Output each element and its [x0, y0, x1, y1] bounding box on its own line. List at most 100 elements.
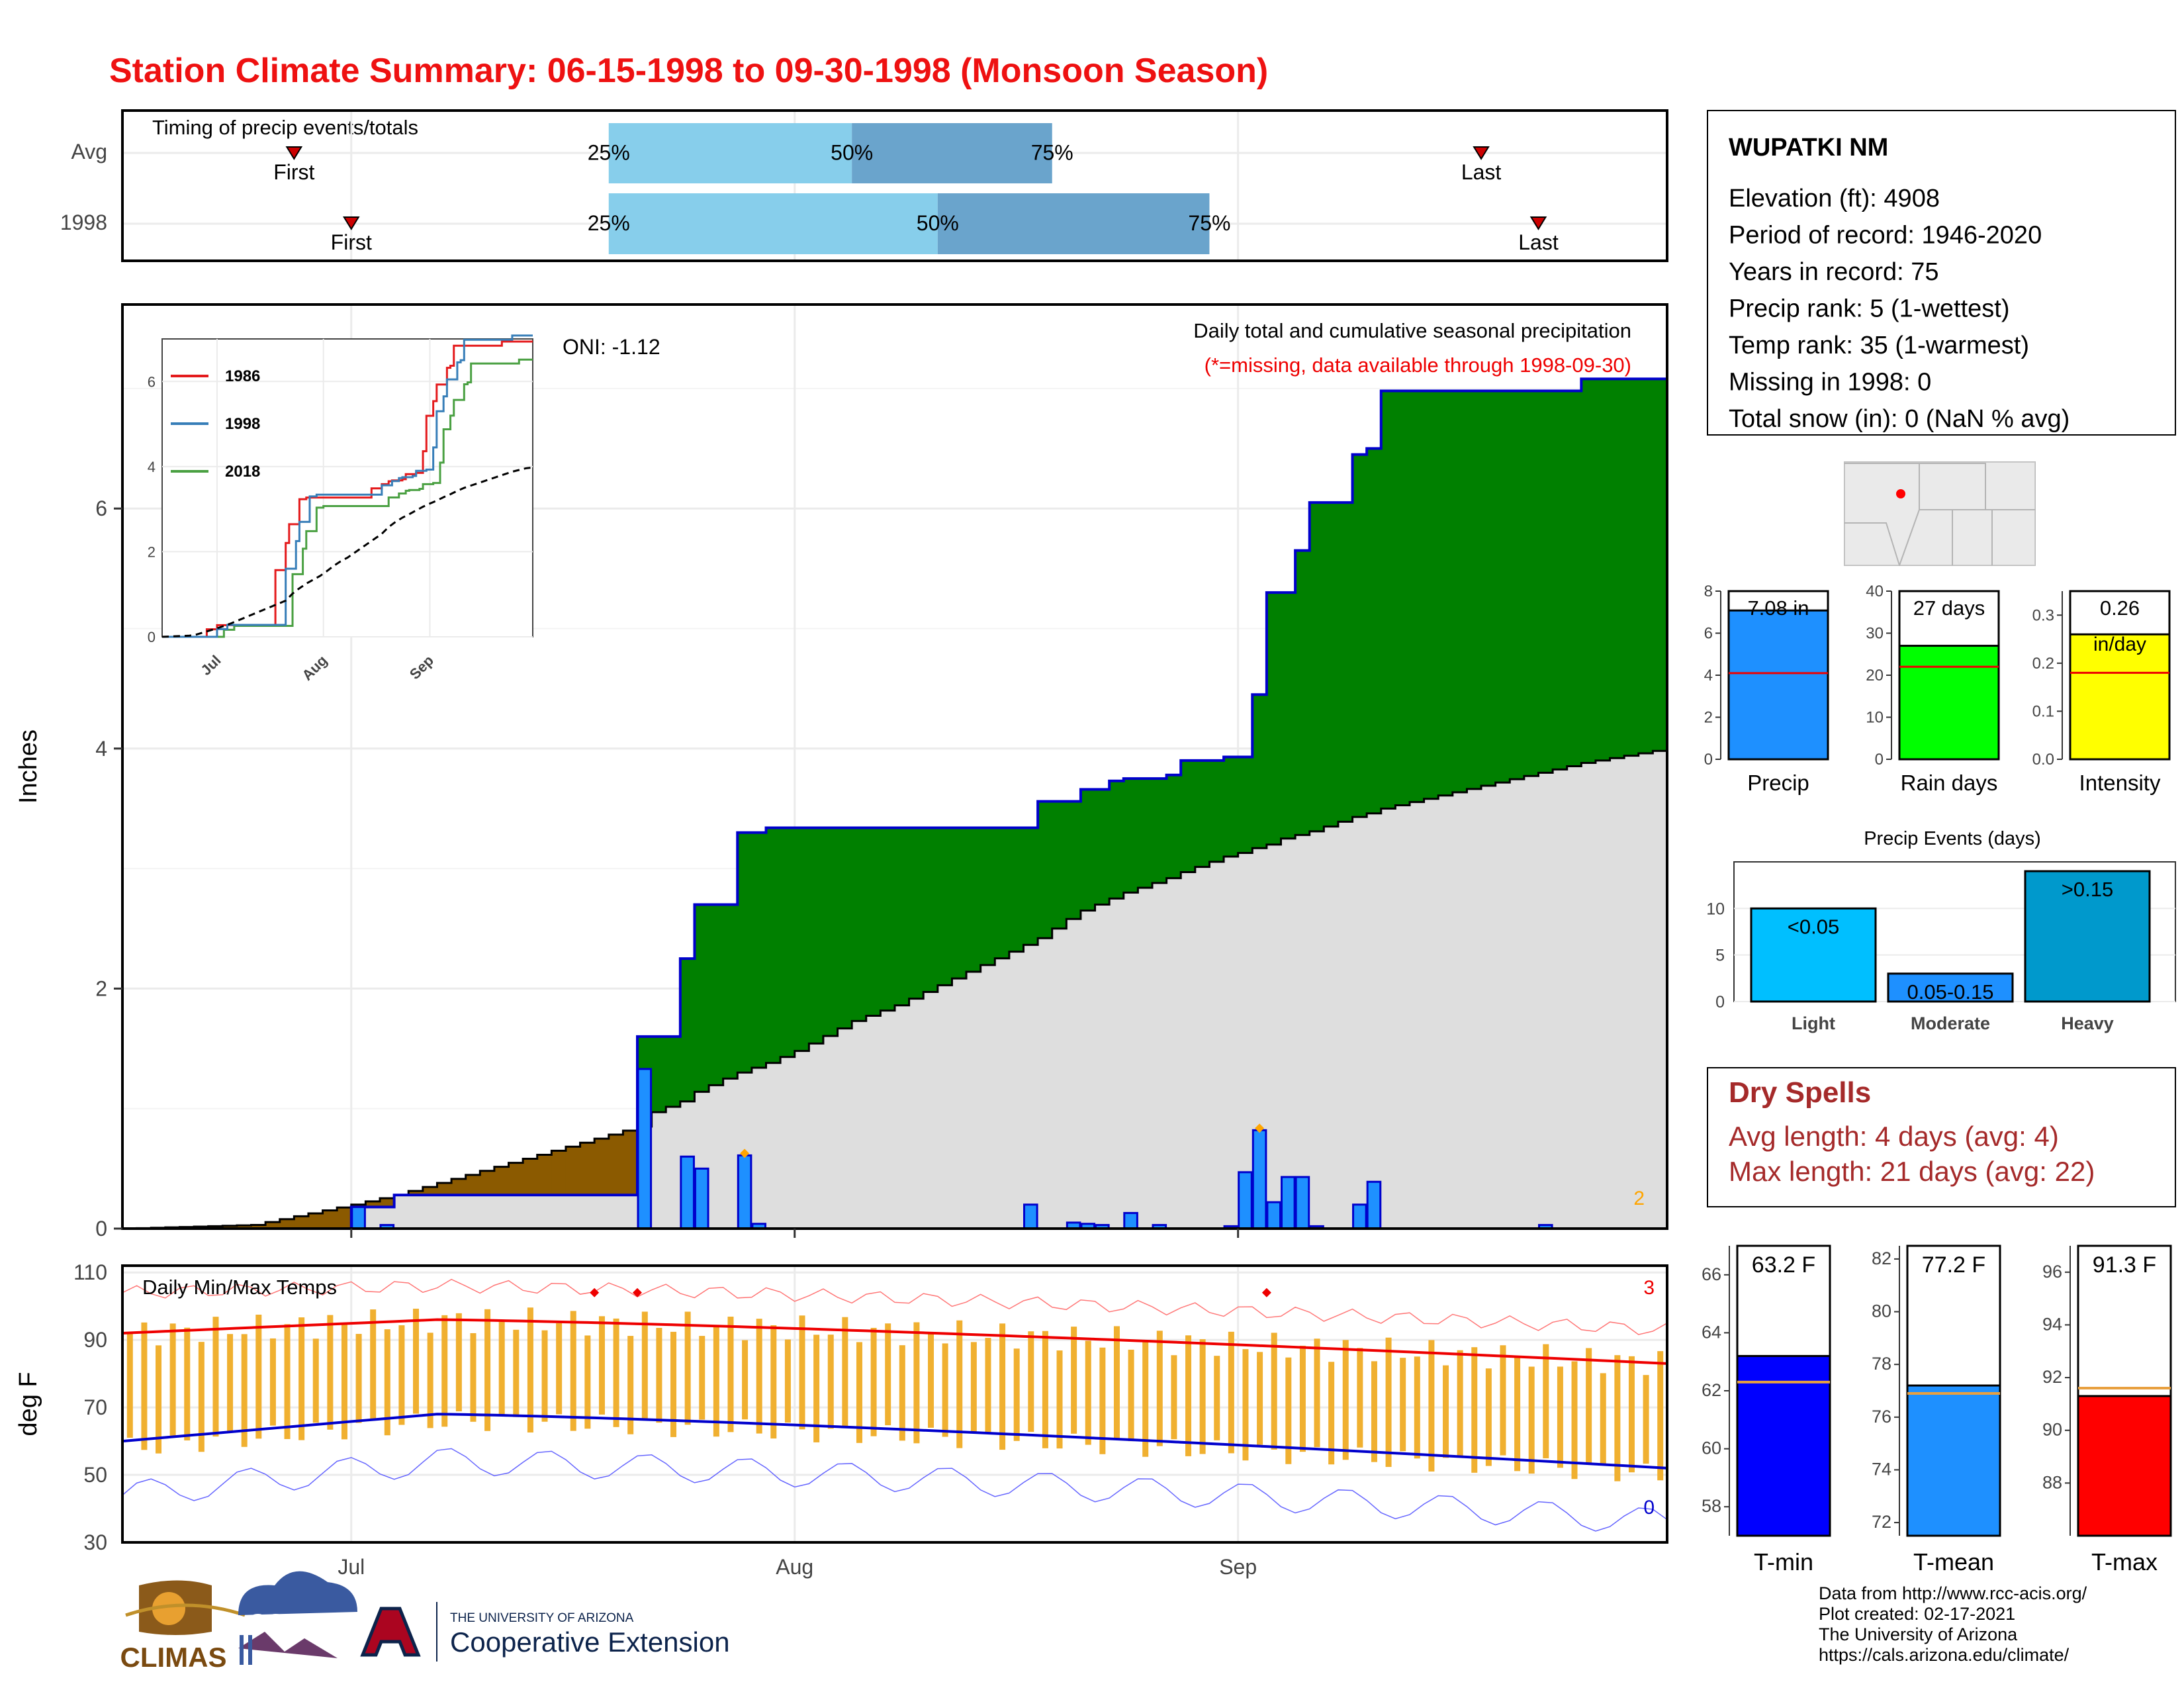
temp-title: Daily Min/Max Temps: [142, 1276, 337, 1299]
daily-precip-bar: [1366, 1180, 1382, 1230]
surplus-area: [651, 1036, 666, 1113]
small-bar-unit-label: in/day: [2093, 633, 2146, 655]
daily-temp-bar: [427, 1333, 433, 1429]
deficit-area: [422, 1187, 438, 1196]
station-line: Temp rank: 35 (1-warmest): [1729, 332, 2029, 359]
surplus-area: [966, 827, 981, 972]
dry-spells-title: Dry Spells: [1729, 1076, 1871, 1109]
surplus-area: [1410, 391, 1425, 802]
daily-temp-bar: [770, 1325, 777, 1439]
temp-bar-value-tmin: [1736, 1354, 1831, 1537]
csap-wordmark: CSAP: [248, 1609, 321, 1638]
surplus-area: [723, 904, 738, 1079]
timing-pct-75: 75%: [1031, 141, 1073, 165]
deficit-area: [580, 1143, 595, 1196]
temp-bar-value-label: 77.2 F: [1922, 1252, 1985, 1278]
deficit-area: [565, 1147, 581, 1196]
daily-temp-bar: [527, 1307, 533, 1433]
daily-precip-bar: [1123, 1211, 1138, 1230]
timing-pct-50: 50%: [831, 141, 873, 165]
daily-precip-bar: [351, 1205, 366, 1230]
daily-temp-bar: [355, 1334, 362, 1423]
small-bar-tick-label: 0.1: [2032, 702, 2054, 720]
corner-count: 2: [1633, 1188, 1645, 1209]
temp-bar-tick-label: 64: [1702, 1322, 1721, 1342]
daily-temp-bar: [999, 1323, 1006, 1450]
deficit-area: [623, 1130, 638, 1196]
surplus-area: [1610, 379, 1625, 759]
daily-temp-bar: [298, 1317, 305, 1440]
daily-temp-bar: [598, 1316, 605, 1415]
deficit-area: [308, 1213, 324, 1229]
daily-temp-bar: [670, 1331, 677, 1437]
surplus-area: [1324, 502, 1339, 827]
inset-ytick-label: 6: [148, 373, 156, 390]
surplus-area: [1495, 391, 1510, 783]
daily-temp-bar: [656, 1327, 662, 1423]
surplus-area: [1052, 801, 1067, 929]
daily-temp-bar: [498, 1322, 505, 1416]
daily-temp-bar: [1214, 1356, 1220, 1440]
station-frame: [1707, 110, 2176, 436]
small-bar-tick-label: 8: [1704, 583, 1713, 600]
inset-legend-label: 1998: [225, 415, 260, 433]
surplus-area: [666, 1036, 681, 1107]
ua-line1: THE UNIVERSITY OF ARIZONA: [450, 1611, 634, 1625]
credit-line: Data from http://www.rcc-acis.org/: [1819, 1583, 2087, 1603]
daily-temp-bar: [227, 1334, 234, 1432]
record-high-marker: [1261, 1288, 1271, 1297]
daily-temp-bar: [813, 1335, 820, 1442]
daily-temp-bar: [1342, 1340, 1349, 1460]
temp-ytick-label: 110: [73, 1260, 107, 1284]
daily-temp-bar: [1328, 1362, 1335, 1465]
surplus-area: [1567, 391, 1582, 767]
small-bar-tick-label: 0.0: [2032, 751, 2054, 769]
daily-temp-bar: [1371, 1361, 1377, 1462]
temp-ytick-label: 90: [83, 1328, 107, 1352]
temp-bar-tick-label: 58: [1702, 1496, 1721, 1516]
small-bar-value-rain_days: [1898, 645, 2000, 761]
inset-ytick-label: 0: [148, 629, 156, 645]
daily-temp-bar: [484, 1309, 491, 1431]
events-bar-label: <0.05: [1788, 915, 1839, 938]
surplus-area: [680, 959, 696, 1102]
dry-spells-box: Dry Spells Avg length: 4 days (avg: 4) M…: [1707, 1067, 2176, 1207]
inset-frame: [161, 338, 533, 637]
daily-temp-bar: [341, 1323, 347, 1440]
daily-temp-bar: [928, 1333, 934, 1428]
surplus-area: [1553, 391, 1568, 770]
avg-cumulative-area: [122, 751, 1667, 1229]
surplus-area: [1252, 694, 1267, 849]
daily-temp-bar: [713, 1325, 719, 1437]
climas-wordmark: CLIMAS: [120, 1642, 227, 1673]
small-bar-tick-label: 0.3: [2032, 606, 2054, 624]
events-bar: [1887, 972, 2014, 1003]
surplus-area: [780, 827, 796, 1057]
daily-temp-bar: [541, 1330, 548, 1422]
timing-bar-25-50: [608, 193, 938, 254]
small-bar-tick-label: 2: [1704, 709, 1713, 727]
daily-temp-bar: [1314, 1338, 1320, 1448]
daily-temp-bar: [870, 1327, 877, 1436]
daily-temp-bar: [1199, 1339, 1206, 1454]
small-bar-category-label: Precip: [1747, 771, 1809, 795]
temp-count-max: 3: [1643, 1277, 1655, 1299]
avg-tmax-line: [122, 1318, 1668, 1365]
deficit-area: [537, 1154, 552, 1196]
temp-bar-value-tmean: [1906, 1384, 2001, 1537]
daily-temp-bar: [1385, 1337, 1392, 1468]
missing-note: (*=missing, data available through 1998-…: [1205, 353, 1631, 377]
surplus-area: [866, 827, 881, 1016]
events-bar: [2024, 870, 2151, 1003]
daily-temp-bar: [613, 1318, 619, 1427]
small-bar-tick-label: 30: [1866, 625, 1884, 643]
daily-temp-bar: [441, 1315, 448, 1427]
temp-ytick-label: 30: [83, 1530, 107, 1554]
daily-temp-bar: [1113, 1326, 1120, 1439]
events-tick-label: 0: [1715, 993, 1725, 1011]
temp-bar-tick-label: 62: [1702, 1380, 1721, 1400]
daily-temp-bar: [1428, 1340, 1435, 1472]
temp-xtick-label: Sep: [1219, 1555, 1257, 1579]
logos: CLIMAS CSAP THE UNIVERSITY OF ARIZONA Co…: [120, 1571, 730, 1673]
surplus-area: [1181, 760, 1196, 872]
